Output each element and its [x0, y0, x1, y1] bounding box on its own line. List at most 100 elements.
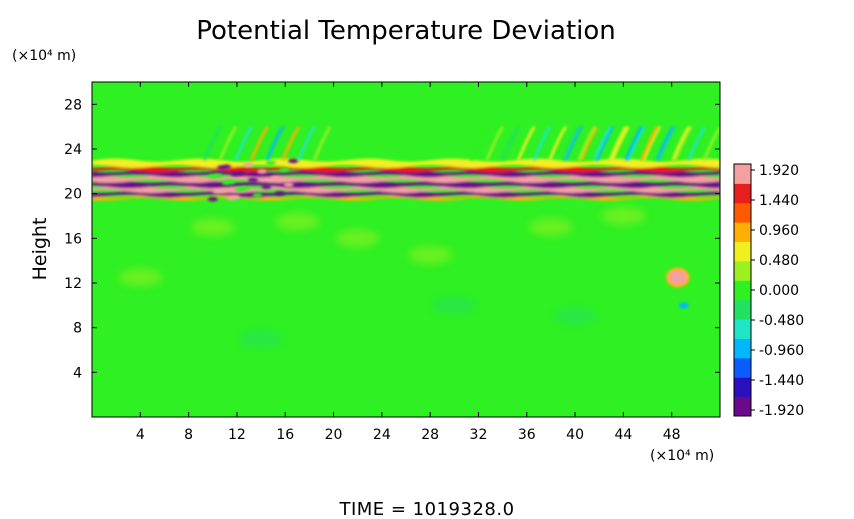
gravity-wave-crest — [312, 125, 332, 161]
gravity-wave-crest — [218, 125, 238, 161]
x-tick-label: 32 — [470, 427, 488, 443]
x-axis-ticks: 4 8 12 16 20 24 28 32 36 40 44 48 — [136, 82, 681, 443]
colorbar-swatch — [734, 396, 751, 417]
colorbar-tick-label: -1.920 — [759, 403, 804, 419]
gravity-wave-crest — [579, 125, 599, 161]
breakup-cell — [217, 165, 228, 170]
background-patch — [239, 329, 284, 348]
heatmap-field — [92, 82, 720, 417]
background-patch — [275, 212, 320, 231]
background-variation — [118, 207, 646, 348]
x-tick-label: 4 — [136, 427, 145, 443]
gravity-wave-crest — [642, 125, 662, 161]
breakup-cell — [265, 160, 276, 166]
y-axis-label: Height — [29, 218, 51, 281]
x-units-label: (×10⁴ m) — [650, 448, 714, 464]
gravity-wave-crest — [532, 125, 552, 161]
anomaly-core — [678, 302, 689, 309]
colorbar-tick-label: -0.480 — [759, 313, 804, 329]
breakup-cell — [279, 167, 290, 172]
point-anomaly — [665, 267, 690, 288]
gravity-wave-crest — [658, 125, 677, 161]
colorbar-tick-label: 0.960 — [759, 223, 799, 239]
background-patch — [432, 296, 477, 315]
colorbar-swatch — [734, 164, 751, 184]
colorbar-swatch — [734, 241, 751, 262]
gravity-wave-crest — [626, 125, 646, 161]
y-tick-label: 28 — [64, 97, 82, 113]
plot-frame — [91, 81, 721, 418]
background-patch — [553, 307, 598, 326]
gravity-wave-crest — [548, 125, 568, 161]
x-tick-label: 12 — [228, 427, 246, 443]
breakup-cell — [230, 172, 241, 177]
gravity-wave-crest — [595, 125, 615, 161]
background-patch — [190, 218, 235, 237]
gravity-wave-crest — [671, 125, 691, 161]
background-patch — [408, 246, 453, 265]
gravity-wave-crest — [202, 125, 222, 161]
breakup-cell — [270, 175, 281, 181]
gravity-wave-crest — [577, 125, 597, 161]
colorbar-tick-label: 1.440 — [759, 193, 799, 209]
colorbar-swatch — [734, 183, 751, 204]
breakup-cell — [226, 195, 237, 201]
gravity-wave-crest — [624, 125, 644, 161]
gravity-wave-crest — [611, 125, 630, 161]
gravity-wave-crest — [702, 125, 720, 161]
y-axis-ticks: 4 8 12 16 20 24 28 — [64, 97, 720, 381]
point-anomaly — [678, 302, 689, 309]
gravity-wave-crest — [501, 125, 520, 161]
wave-band-layer — [92, 179, 720, 189]
heatmap-features — [92, 125, 720, 348]
colorbar-swatch — [734, 202, 751, 223]
colorbar-tick-label: 0.480 — [759, 253, 799, 269]
breakup-cell — [256, 169, 267, 174]
gravity-wave-crest — [516, 125, 536, 161]
wave-band — [92, 158, 720, 201]
colorbar-tick-label: -0.960 — [759, 343, 804, 359]
colorbar-swatch — [734, 260, 751, 281]
gravity-wave-crest — [485, 125, 505, 161]
breakup-cell — [283, 182, 294, 187]
gravity-wave-crest — [593, 125, 612, 161]
gravity-wave-crest — [469, 125, 489, 161]
gravity-wave-crest — [281, 125, 301, 161]
x-tick-label: 28 — [421, 427, 439, 443]
colorbar-swatch — [734, 280, 751, 301]
field-background — [92, 82, 720, 417]
wave-band-layer — [92, 158, 720, 168]
y-tick-label: 8 — [73, 321, 82, 337]
x-tick-label: 24 — [373, 427, 391, 443]
y-tick-label: 20 — [64, 187, 82, 203]
background-patch — [601, 207, 646, 225]
x-tick-label: 16 — [276, 427, 294, 443]
background-patch — [335, 229, 380, 248]
gravity-wave-crest — [673, 125, 693, 161]
breakup-cell — [207, 197, 218, 202]
colorbar: 1.920 1.440 0.960 0.480 0.000 -0.480 -0.960 -1.… — [733, 163, 804, 419]
breakup-cell — [234, 187, 245, 192]
gravity-wave-crest — [655, 125, 675, 161]
colorbar-swatch — [734, 222, 751, 243]
breakup-cell — [212, 189, 223, 194]
y-units-label: (×10⁴ m) — [12, 48, 76, 64]
x-tick-label: 40 — [566, 427, 584, 443]
x-tick-label: 44 — [614, 427, 632, 443]
anomaly-core — [672, 273, 683, 282]
breakup-cell — [252, 193, 263, 198]
breakup-cell — [247, 177, 258, 183]
gravity-waves — [202, 125, 720, 161]
y-tick-label: 4 — [73, 365, 82, 381]
time-label: TIME = 1019328.0 — [338, 499, 514, 519]
gravity-wave-crest — [297, 125, 316, 161]
breakup-cell — [274, 191, 285, 196]
colorbar-swatch — [734, 299, 751, 320]
colorbar-tick-label: -1.440 — [759, 373, 804, 389]
breakup-cell — [261, 184, 272, 189]
x-tick-label: 8 — [184, 427, 193, 443]
gravity-wave-crest — [265, 125, 285, 161]
y-tick-label: 16 — [64, 231, 82, 247]
gravity-wave-crest — [608, 125, 628, 161]
